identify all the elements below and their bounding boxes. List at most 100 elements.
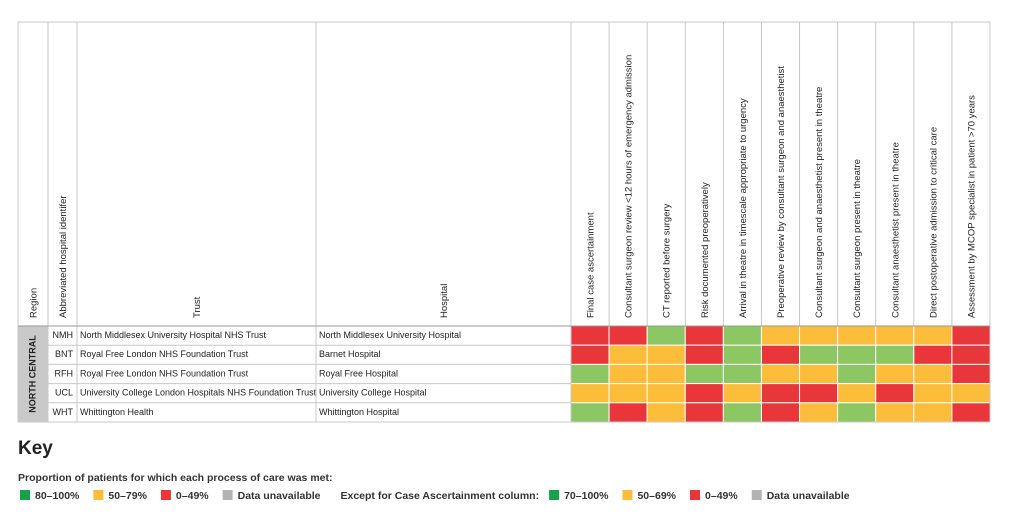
status-cell <box>760 383 801 404</box>
status-cell <box>837 363 877 385</box>
status-cell <box>913 344 953 365</box>
hospital-name: Royal Free Hospital <box>319 368 398 378</box>
key-swatch <box>93 490 104 500</box>
status-cell <box>646 383 686 404</box>
column-header: Region <box>29 288 40 318</box>
status-cell <box>875 363 915 385</box>
status-cell <box>837 383 877 404</box>
status-cell <box>951 344 991 365</box>
column-header: Arrival in theatre in timescale appropri… <box>738 98 749 318</box>
status-cell <box>570 383 610 404</box>
status-cell <box>646 402 686 423</box>
trust-name: Royal Free London NHS Foundation Trust <box>80 349 249 359</box>
key-label: 0–49% <box>705 490 738 502</box>
trust-name: Whittington Health <box>80 407 154 417</box>
column-header: Risk documented preoperatively <box>700 182 711 318</box>
status-cell <box>837 344 877 365</box>
status-cell <box>837 325 877 346</box>
column-header: Abbreviated hospital identifer <box>58 195 69 318</box>
status-cell <box>608 402 648 423</box>
key-label: Data unavailable <box>767 490 850 502</box>
column-header: Direct postoperative admission to critic… <box>928 127 939 318</box>
status-cell <box>570 363 610 385</box>
status-cell <box>913 402 953 423</box>
column-header: Final case ascertainment <box>586 212 597 318</box>
status-cell <box>913 325 953 346</box>
status-cell <box>608 383 648 404</box>
status-cell <box>684 383 724 404</box>
key-swatch <box>222 490 233 500</box>
column-header: Trust <box>192 296 203 318</box>
status-cell <box>684 363 724 385</box>
column-header: Consultant surgeon present in theatre <box>852 159 863 318</box>
status-cell <box>837 402 877 423</box>
status-cell <box>875 383 915 404</box>
key-swatch <box>160 490 171 500</box>
status-cell <box>875 325 915 346</box>
column-header: Consultant surgeon and anaesthetist pres… <box>814 87 825 318</box>
key-title: Key <box>18 438 53 459</box>
key-label: 0–49% <box>176 490 209 502</box>
status-cell <box>646 363 686 385</box>
status-cell <box>760 402 801 423</box>
hospital-name: North Middlesex University Hospital <box>319 330 461 340</box>
status-cell <box>799 344 839 365</box>
status-cell <box>951 325 991 346</box>
key-swatch <box>751 490 762 500</box>
hospital-id: NMH <box>53 330 74 340</box>
status-cell <box>799 383 839 404</box>
key-swatch <box>622 490 633 500</box>
key-swatch <box>549 490 560 500</box>
status-cell <box>608 325 648 346</box>
key-label: 80–100% <box>35 490 80 502</box>
key-swatch <box>690 490 701 500</box>
status-cell <box>646 344 686 365</box>
column-header: Assessment by MCOP specialist in patient… <box>966 95 977 318</box>
status-cell <box>722 383 762 404</box>
status-cell <box>760 325 801 346</box>
status-cell <box>875 344 915 365</box>
status-cell <box>570 325 610 346</box>
column-header: Preoperative review by consultant surgeo… <box>776 66 787 318</box>
status-cell <box>913 363 953 385</box>
hospital-id: BNT <box>55 349 74 359</box>
status-cell <box>799 325 839 346</box>
key-label: 50–69% <box>637 490 676 502</box>
status-cell <box>570 402 610 423</box>
status-cell <box>760 363 801 385</box>
status-cell <box>722 325 762 346</box>
key-swatch <box>20 490 30 500</box>
region-label: NORTH CENTRAL <box>27 335 37 413</box>
trust-name: University College London Hospitals NHS … <box>80 388 317 398</box>
status-cell <box>684 402 724 423</box>
trust-name: North Middlesex University Hospital NHS … <box>80 330 267 340</box>
key-label: Data unavailable <box>238 490 321 502</box>
hospital-id: UCL <box>55 388 73 398</box>
key-exception: Except for Case Ascertainment column: <box>341 490 540 502</box>
table-border <box>17 21 991 423</box>
hospital-id: RFH <box>55 368 74 378</box>
status-cell <box>608 344 648 365</box>
column-header: CT reported before surgery <box>662 203 673 318</box>
trust-name: Royal Free London NHS Foundation Trust <box>80 368 249 378</box>
column-header: Consultant anaesthetist present in theat… <box>890 142 901 318</box>
status-cell <box>799 363 839 385</box>
key-subtitle: Proportion of patients for which each pr… <box>18 472 332 484</box>
status-cell <box>951 402 991 423</box>
status-cell <box>722 363 762 385</box>
status-cell <box>722 402 762 423</box>
status-cell <box>875 402 915 423</box>
status-cell <box>684 325 724 346</box>
region-cell <box>18 326 48 422</box>
status-cell <box>951 363 991 385</box>
status-cell <box>570 344 610 365</box>
hospital-name: University College Hospital <box>319 388 427 398</box>
key-label: 70–100% <box>564 490 609 502</box>
hospital-id: WHT <box>53 407 74 417</box>
column-header: Consultant surgeon review <12 hours of e… <box>624 55 635 318</box>
status-cell <box>722 344 762 365</box>
hospital-name: Barnet Hospital <box>319 349 381 359</box>
status-cell <box>646 325 686 346</box>
